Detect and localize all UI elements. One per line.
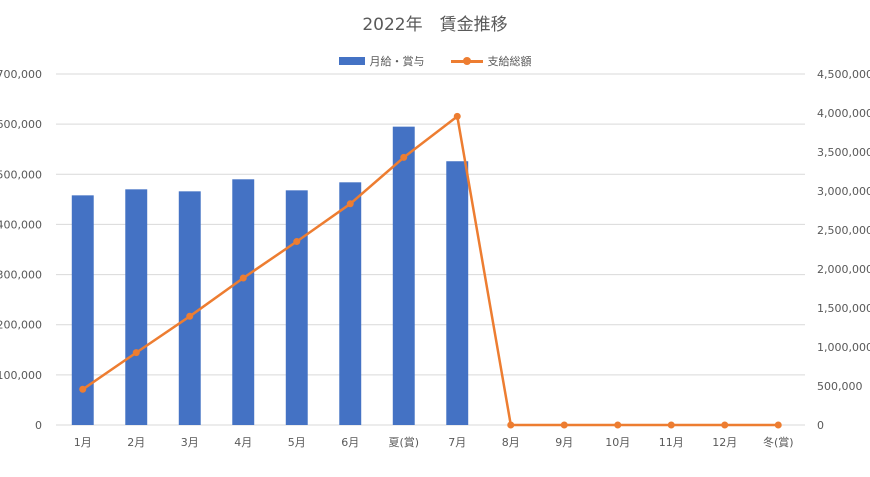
legend-line-label: 支給総額 — [487, 55, 532, 68]
y-right-tick-label: 2,000,000 — [817, 263, 870, 276]
legend-item-bar: 月給・賞与 — [338, 53, 425, 69]
chart-title: 2022年 賃金推移 — [362, 15, 508, 35]
y-right-tick-label: 500,000 — [817, 380, 863, 393]
x-tick-label: 7月 — [448, 436, 466, 449]
line-point — [186, 312, 194, 320]
line-point — [346, 200, 354, 208]
y-right-tick-label: 1,500,000 — [817, 302, 870, 315]
y-right-tick-label: 4,500,000 — [817, 68, 870, 81]
x-tick-label: 2月 — [127, 436, 145, 449]
x-tick-label: 8月 — [502, 436, 520, 449]
line-point — [721, 421, 729, 429]
y-right-tick-label: 0 — [817, 419, 824, 432]
y-left-tick-label: 300,000 — [0, 269, 42, 282]
y-right-tick-label: 3,500,000 — [817, 146, 870, 159]
bar — [392, 126, 415, 426]
line-point — [560, 421, 568, 429]
line-point — [132, 349, 140, 357]
y-left-tick-label: 400,000 — [0, 218, 42, 231]
legend-bar-swatch — [338, 57, 365, 65]
bar — [178, 191, 201, 425]
bar — [446, 161, 469, 425]
legend-bar-label: 月給・賞与 — [369, 55, 425, 68]
x-tick-label: 3月 — [181, 436, 199, 449]
line-point — [293, 238, 301, 246]
x-tick-label: 10月 — [605, 436, 630, 449]
y-right-tick-label: 3,000,000 — [817, 185, 870, 198]
x-tick-label: 6月 — [341, 436, 359, 449]
y-right-tick-label: 1,000,000 — [817, 341, 870, 354]
y-left-tick-label: 700,000 — [0, 68, 42, 81]
y-left-tick-label: 500,000 — [0, 168, 42, 181]
line-point — [614, 421, 622, 429]
x-tick-label: 1月 — [74, 436, 92, 449]
x-tick-label: 4月 — [234, 436, 252, 449]
bar — [232, 179, 255, 425]
line-point — [667, 421, 675, 429]
y-left-tick-label: 600,000 — [0, 118, 42, 131]
line-point — [453, 112, 461, 120]
line-series — [82, 115, 779, 427]
x-tick-label: 夏(賞) — [388, 436, 419, 449]
legend-item-line: 支給総額 — [450, 53, 532, 69]
line-point — [400, 153, 408, 161]
line-point — [507, 421, 515, 429]
y-right-tick-label: 2,500,000 — [817, 224, 870, 237]
bar — [339, 182, 362, 425]
y-right-tick-label: 4,000,000 — [817, 107, 870, 120]
y-left-tick-label: 200,000 — [0, 319, 42, 332]
x-tick-label: 12月 — [712, 436, 737, 449]
line-point — [239, 274, 247, 282]
bar — [125, 189, 148, 425]
legend-line-swatch — [450, 55, 483, 67]
y-left-tick-label: 100,000 — [0, 369, 42, 382]
x-tick-label: 11月 — [659, 436, 684, 449]
bar — [71, 195, 94, 425]
line-point — [774, 421, 782, 429]
line-point — [79, 385, 87, 393]
legend: 月給・賞与 支給総額 — [0, 53, 870, 69]
x-tick-label: 5月 — [288, 436, 306, 449]
bar — [285, 190, 308, 425]
x-tick-label: 9月 — [555, 436, 573, 449]
x-tick-label: 冬(賞) — [763, 435, 794, 449]
y-left-tick-label: 0 — [35, 419, 42, 432]
